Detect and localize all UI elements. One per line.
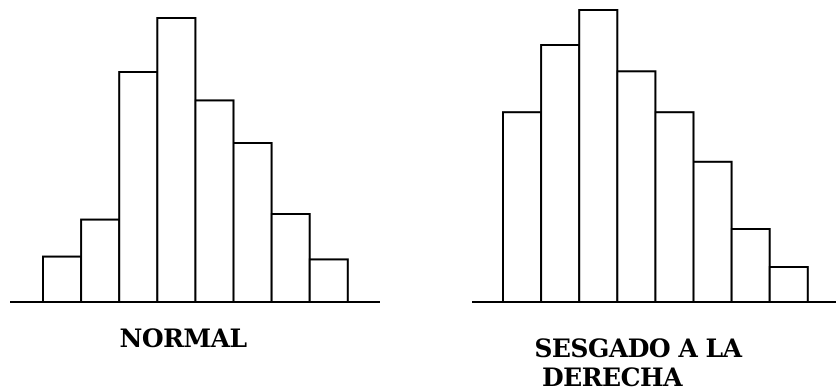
histogram-bar-5: [654, 111, 695, 303]
histogram-bar-7: [730, 228, 771, 303]
right-skewed-histogram: [472, 9, 836, 303]
histogram-bar-2: [80, 218, 121, 304]
histogram-bar-4: [616, 70, 657, 303]
histogram-bar-7: [270, 213, 311, 303]
right-skewed-caption: SESGADO A LA DERECHA: [534, 334, 749, 392]
histogram-bar-8: [768, 266, 809, 303]
histogram-bar-1: [42, 255, 83, 304]
histogram-bar-6: [232, 142, 273, 303]
histogram-bar-8: [308, 258, 349, 303]
histogram-bar-1: [502, 111, 543, 303]
histogram-bar-3: [578, 9, 619, 303]
histogram-bar-3: [118, 71, 159, 303]
histogram-bar-2: [540, 44, 581, 303]
normal-caption: NORMAL: [119, 324, 247, 353]
histogram-bar-5: [194, 99, 235, 304]
normal-histogram: [10, 17, 380, 304]
histogram-bar-4: [156, 17, 197, 303]
histogram-bar-6: [692, 160, 733, 303]
